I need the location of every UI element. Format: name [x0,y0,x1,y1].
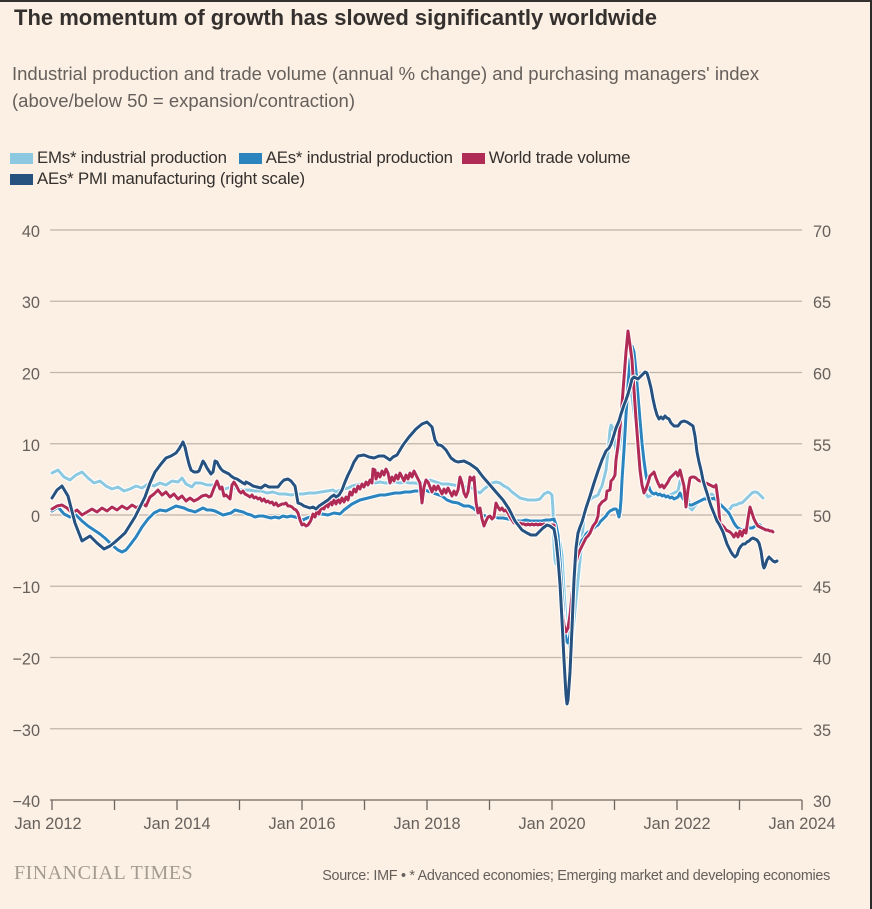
svg-text:65: 65 [813,294,831,312]
svg-text:Jan 2012: Jan 2012 [15,815,82,833]
svg-text:35: 35 [813,722,831,740]
svg-text:10: 10 [22,437,40,455]
svg-text:−30: −30 [12,722,40,740]
svg-text:−40: −40 [12,793,40,811]
svg-text:Jan 2024: Jan 2024 [769,815,836,833]
svg-text:30: 30 [22,294,40,312]
svg-text:Jan 2016: Jan 2016 [269,815,336,833]
svg-text:30: 30 [813,793,831,811]
svg-text:50: 50 [813,508,831,526]
svg-text:60: 60 [813,366,831,384]
svg-text:Jan 2020: Jan 2020 [519,815,586,833]
svg-text:Jan 2018: Jan 2018 [394,815,461,833]
svg-text:20: 20 [22,366,40,384]
svg-text:45: 45 [813,579,831,597]
svg-text:40: 40 [813,651,831,669]
svg-text:−10: −10 [12,579,40,597]
svg-text:55: 55 [813,437,831,455]
svg-text:70: 70 [813,223,831,241]
svg-text:0: 0 [31,508,40,526]
svg-text:Jan 2022: Jan 2022 [644,815,711,833]
svg-text:Jan 2014: Jan 2014 [144,815,211,833]
svg-text:−20: −20 [12,651,40,669]
svg-text:40: 40 [22,223,40,241]
